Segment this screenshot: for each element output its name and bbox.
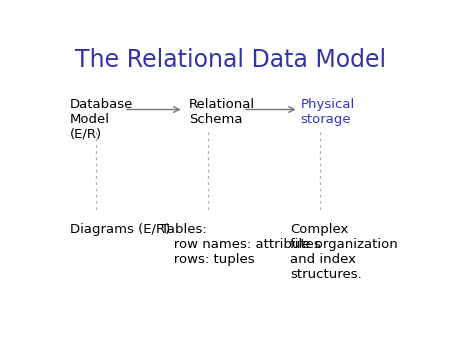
Text: The Relational Data Model: The Relational Data Model <box>75 48 386 72</box>
Text: Tables:
   row names: attributes
   rows: tuples: Tables: row names: attributes rows: tupl… <box>161 223 320 266</box>
Text: Physical
storage: Physical storage <box>301 98 355 126</box>
Text: Database
Model
(E/R): Database Model (E/R) <box>70 98 134 141</box>
Text: Diagrams (E/R): Diagrams (E/R) <box>70 223 171 236</box>
Text: Relational
Schema: Relational Schema <box>189 98 255 126</box>
Text: Complex
file organization
and index
structures.: Complex file organization and index stru… <box>290 223 398 281</box>
